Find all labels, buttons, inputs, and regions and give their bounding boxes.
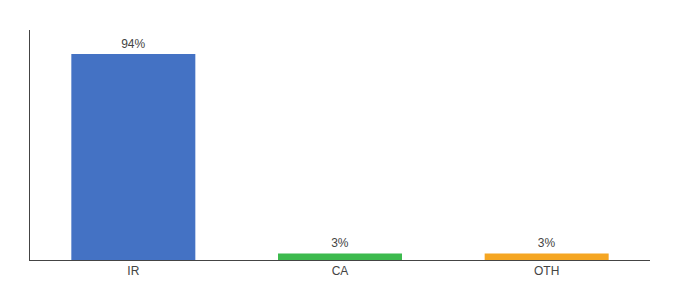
svg-text:3%: 3% bbox=[331, 236, 349, 250]
svg-text:OTH: OTH bbox=[534, 264, 559, 278]
svg-text:3%: 3% bbox=[538, 236, 556, 250]
svg-text:IR: IR bbox=[127, 264, 139, 278]
svg-text:CA: CA bbox=[332, 264, 349, 278]
svg-text:94%: 94% bbox=[121, 37, 145, 51]
